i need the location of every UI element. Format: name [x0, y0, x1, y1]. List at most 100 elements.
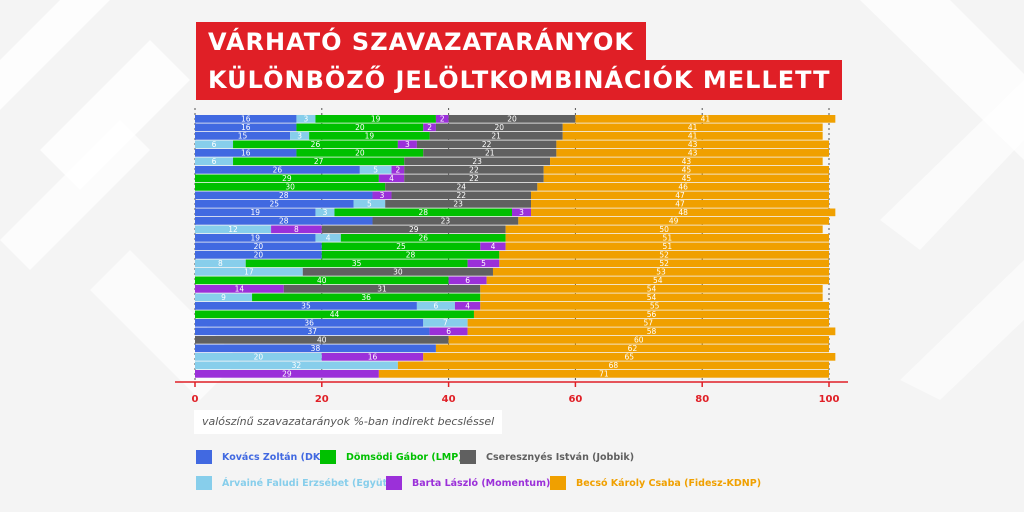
bar-segment-arvaine — [195, 157, 234, 166]
bar-value-label: 29 — [282, 174, 292, 183]
bar-segment-becso — [423, 353, 836, 361]
bar-value-label: 19 — [250, 234, 260, 243]
bar-segment-barta — [448, 276, 487, 285]
bar-segment-becso — [556, 149, 829, 157]
bar-value-label: 48 — [678, 208, 688, 217]
bar-segment-barta — [467, 259, 500, 268]
bar-segment-domsodi — [195, 174, 379, 183]
bar-value-label: 43 — [688, 140, 698, 149]
bar-segment-becso — [543, 174, 829, 183]
bar-value-label: 3 — [297, 132, 302, 141]
bar-segment-becso — [480, 293, 823, 302]
bar-value-label: 65 — [625, 353, 635, 362]
bar-value-label: 16 — [241, 149, 251, 158]
bar-value-label: 68 — [609, 361, 619, 370]
bar-segment-barta — [512, 208, 532, 217]
bar-value-label: 19 — [371, 115, 381, 124]
bar-value-label: 29 — [282, 370, 292, 379]
chart-title-line-1: VÁRHATÓ SZAVAZATARÁNYOK — [196, 22, 646, 62]
bar-segment-becso — [473, 310, 829, 319]
bar-segment-kovacs — [195, 242, 322, 251]
bar-segment-kovacs — [195, 200, 354, 208]
bar-segment-becso — [448, 336, 829, 344]
bar-value-label: 53 — [656, 268, 666, 277]
legend-item-becso: Becsó Károly Csaba (Fidesz-KDNP) — [550, 476, 761, 490]
bar-segment-becso — [531, 208, 836, 217]
bar-value-label: 24 — [457, 183, 467, 192]
bar-segment-becso — [531, 200, 829, 208]
bar-segment-kovacs — [195, 115, 297, 123]
bar-segment-kovacs — [195, 132, 291, 140]
legend-label: Cseresznyés István (Jobbik) — [486, 451, 635, 463]
bar-value-label: 9 — [221, 293, 226, 302]
bar-value-label: 27 — [314, 157, 324, 166]
legend-swatch — [460, 450, 476, 464]
bar-segment-barta — [195, 285, 284, 293]
legend-swatch — [320, 450, 336, 464]
legend-item-kovacs: Kovács Zoltán (DK) — [196, 450, 325, 464]
bar-segment-becso — [397, 361, 829, 370]
bar-value-label: 26 — [311, 140, 321, 149]
bar-value-label: 25 — [269, 200, 279, 209]
bar-segment-domsodi — [296, 149, 424, 157]
legend-label: Árvainé Faludi Erzsébet (Együtt) — [222, 477, 397, 489]
bar-segment-becso — [378, 370, 829, 378]
x-axis: 0 20 40 60 80 100 — [175, 381, 848, 405]
bar-segment-barta — [423, 123, 436, 132]
bar-segment-becso — [499, 259, 829, 268]
bar-segment-cseresznyes — [423, 149, 557, 157]
bar-value-label: 44 — [330, 310, 340, 319]
bar-segment-kovacs — [195, 217, 373, 225]
bar-value-label: 23 — [453, 200, 463, 209]
bar-segment-kovacs — [195, 149, 297, 157]
bar-value-label: 57 — [644, 319, 654, 328]
legend-swatch — [550, 476, 566, 490]
bar-value-label: 28 — [406, 251, 416, 260]
bar-value-label: 47 — [675, 200, 685, 209]
bar-value-label: 16 — [241, 123, 251, 132]
bar-segment-arvaine — [296, 115, 316, 123]
bar-value-label: 28 — [418, 208, 428, 217]
bar-segment-arvaine — [290, 132, 310, 140]
bar-value-label: 51 — [663, 242, 673, 251]
bar-segment-domsodi — [195, 310, 474, 319]
bar-value-label: 71 — [599, 370, 609, 379]
bar-segment-domsodi — [233, 157, 405, 166]
bar-value-label: 4 — [465, 302, 470, 311]
bar-value-label: 28 — [279, 191, 289, 200]
bar-value-label: 20 — [355, 123, 365, 132]
bar-value-label: 4 — [389, 174, 394, 183]
bar-segment-arvaine — [315, 208, 335, 217]
bar-value-label: 40 — [317, 336, 327, 345]
bar-value-label: 20 — [495, 123, 505, 132]
bar-segment-becso — [505, 225, 823, 234]
bar-value-label: 8 — [294, 225, 299, 234]
bar-segment-domsodi — [309, 132, 430, 140]
bar-segment-barta — [378, 174, 405, 183]
bar-value-label: 23 — [441, 217, 451, 226]
bar-segment-cseresznyes — [429, 132, 563, 140]
bar-segment-arvaine — [423, 319, 468, 327]
bar-value-label: 54 — [647, 285, 657, 294]
bar-segment-domsodi — [340, 234, 506, 242]
bar-value-label: 20 — [254, 251, 264, 260]
bar-segment-becso — [575, 115, 836, 123]
bar-segment-cseresznyes — [195, 336, 449, 344]
bar-segment-cseresznyes — [385, 183, 538, 191]
bar-segment-kovacs — [195, 319, 424, 327]
bar-segment-kovacs — [195, 344, 436, 353]
bar-value-label: 35 — [352, 259, 362, 268]
bar-segment-kovacs — [195, 191, 373, 200]
bar-value-label: 37 — [308, 327, 318, 336]
bar-value-label: 52 — [659, 259, 669, 268]
bar-value-label: 20 — [507, 115, 517, 124]
legend-swatch — [196, 450, 212, 464]
x-tick-label: 60 — [568, 394, 582, 405]
bar-segment-cseresznyes — [435, 123, 563, 132]
bar-value-label: 5 — [367, 200, 372, 209]
bar-segment-barta — [271, 225, 322, 234]
bar-value-label: 22 — [457, 191, 467, 200]
bar-segment-becso — [467, 327, 836, 336]
bar-segment-becso — [537, 183, 829, 191]
bar-segment-domsodi — [233, 140, 398, 149]
